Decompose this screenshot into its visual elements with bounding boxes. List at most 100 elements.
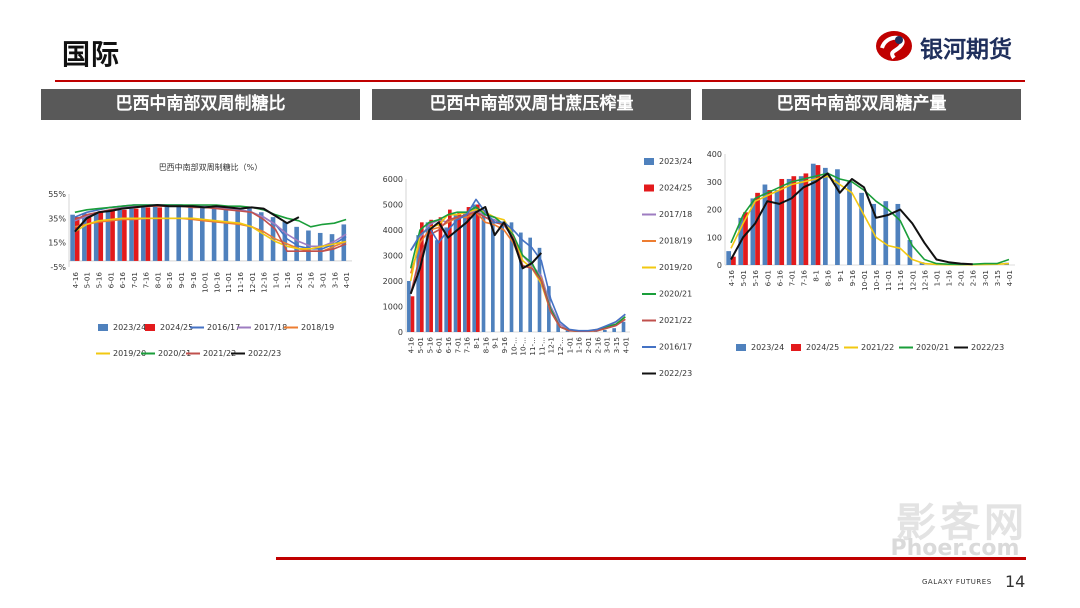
legend-label-2024-25: 2024/25 (160, 323, 193, 332)
bar-2023-24 (835, 169, 840, 265)
y-tick-label: 6000 (383, 175, 403, 184)
bar-2024-25 (466, 207, 471, 332)
x-tick-label: 3-01 (603, 337, 612, 353)
y-tick-label: 200 (707, 206, 722, 215)
brand-logo: 银河期货 (874, 28, 1034, 64)
legend-label-2021-22: 2021/22 (861, 343, 894, 352)
legend-label-2018-19: 2018/19 (659, 237, 692, 246)
y-tick-label: 2000 (383, 277, 403, 286)
series-line-2022-23 (409, 206, 543, 295)
chart-title: 巴西中南部双周制糖比（%） (159, 162, 263, 172)
legend-label-2017-18: 2017/18 (659, 210, 692, 219)
bar-2023-24 (235, 207, 240, 261)
x-tick-label: 1-01 (932, 270, 941, 286)
bar-2023-24 (129, 208, 134, 261)
x-tick-label: 10-01 (201, 272, 210, 293)
bar-2023-24 (603, 329, 607, 332)
x-tick-label: 2-16 (969, 270, 978, 287)
x-tick-label: 9-1 (836, 270, 845, 282)
bar-2023-24 (547, 286, 551, 332)
bar-2023-24 (70, 214, 75, 261)
x-tick-label: 6-01 (435, 337, 444, 353)
bar-2023-24 (726, 251, 732, 265)
x-tick-label: 4-16 (71, 272, 80, 289)
bar-2023-24 (786, 178, 792, 265)
x-tick-label: 10-... (509, 337, 518, 356)
watermark-title: 影客网 (896, 500, 1028, 546)
x-tick-label: 1-16 (283, 272, 292, 289)
x-tick-label: 10-... (519, 337, 528, 356)
x-tick-label: 8-16 (165, 272, 174, 289)
bar-2023-24 (453, 214, 458, 332)
x-tick-label: 8-01 (153, 272, 162, 288)
x-tick-label: 10-01 (860, 270, 869, 291)
bar-2024-25 (145, 207, 151, 261)
bar-2024-25 (791, 176, 797, 265)
bar-2024-25 (779, 178, 785, 265)
x-tick-label: 9-16 (189, 272, 198, 289)
legend-label-2017-18: 2017/18 (254, 323, 287, 332)
series-line-2016-17 (74, 204, 347, 250)
y-tick-label: 55% (48, 190, 66, 199)
bar-2024-25 (476, 204, 480, 332)
footer-brand: GALAXY FUTURES (922, 578, 992, 586)
y-tick-label: 4000 (383, 226, 403, 235)
y-tick-label: 300 (707, 178, 722, 187)
y-tick-label: 5000 (383, 201, 403, 210)
bar-2023-24 (444, 227, 448, 332)
bar-2023-24 (621, 321, 626, 332)
bar-2023-24 (762, 184, 768, 265)
bar-2023-24 (491, 219, 495, 332)
legend-swatch-2024-25 (145, 324, 155, 331)
bar-2023-24 (537, 247, 542, 332)
bar-2023-24 (152, 206, 158, 261)
legend-label-2021-22: 2021/22 (203, 349, 236, 358)
x-tick-label: 2-01 (295, 272, 304, 288)
legend-label-2022-23: 2022/23 (971, 343, 1004, 352)
x-tick-label: 6-16 (118, 272, 127, 289)
x-tick-label: 9-01 (177, 272, 186, 288)
legend-label-2023-24: 2023/24 (751, 343, 784, 352)
bar-2023-24 (519, 232, 523, 332)
page-number: 14 (1005, 572, 1026, 591)
bar-2023-24 (895, 203, 901, 265)
x-tick-label: 10-16 (872, 270, 881, 291)
x-tick-label: 4-01 (1005, 270, 1014, 286)
legend-label-2024-25: 2024/25 (659, 184, 692, 193)
y-tick-label: 100 (707, 233, 722, 242)
x-tick-label: 6-16 (775, 270, 784, 287)
x-tick-label: 12-... (556, 337, 565, 356)
y-tick-label: 0 (398, 328, 403, 337)
x-tick-label: 12-1 (547, 337, 556, 353)
x-tick-label: 11-... (528, 337, 537, 356)
legend-swatch-2023-24 (736, 344, 746, 351)
x-tick-label: 10-16 (212, 272, 221, 293)
x-tick-label: 4-16 (727, 270, 736, 287)
x-tick-label: 6-16 (444, 337, 453, 354)
bar-2024-25 (731, 256, 736, 265)
x-tick-label: 3-15 (993, 270, 1002, 286)
x-tick-label: 2-01 (957, 270, 966, 286)
x-tick-label: 3-16 (330, 272, 339, 289)
series-line-2022-23 (74, 204, 300, 233)
x-tick-label: 7-16 (800, 270, 809, 287)
legend-label-2022-23: 2022/23 (248, 349, 281, 358)
bar-2023-24 (93, 212, 99, 261)
x-tick-label: 12-01 (248, 272, 257, 293)
legend-label-2022-23: 2022/23 (659, 369, 692, 378)
x-tick-label: 5-16 (94, 272, 103, 289)
bar-2023-24 (105, 211, 111, 261)
panel-heading-sugar-mix: 巴西中南部双周制糖比 (41, 89, 360, 120)
bar-2024-25 (815, 165, 821, 265)
bar-2023-24 (472, 204, 476, 332)
y-tick-label: 400 (707, 150, 722, 159)
series-line-2019-20 (74, 217, 347, 250)
x-tick-label: 7-16 (142, 272, 151, 289)
x-tick-label: 5-01 (739, 270, 748, 286)
brand-name: 银河期货 (920, 37, 1012, 63)
x-tick-label: 7-01 (130, 272, 139, 288)
bar-2023-24 (294, 226, 299, 261)
x-tick-label: 6-01 (763, 270, 772, 286)
bar-2023-24 (282, 221, 288, 261)
bar-2023-24 (141, 207, 146, 261)
